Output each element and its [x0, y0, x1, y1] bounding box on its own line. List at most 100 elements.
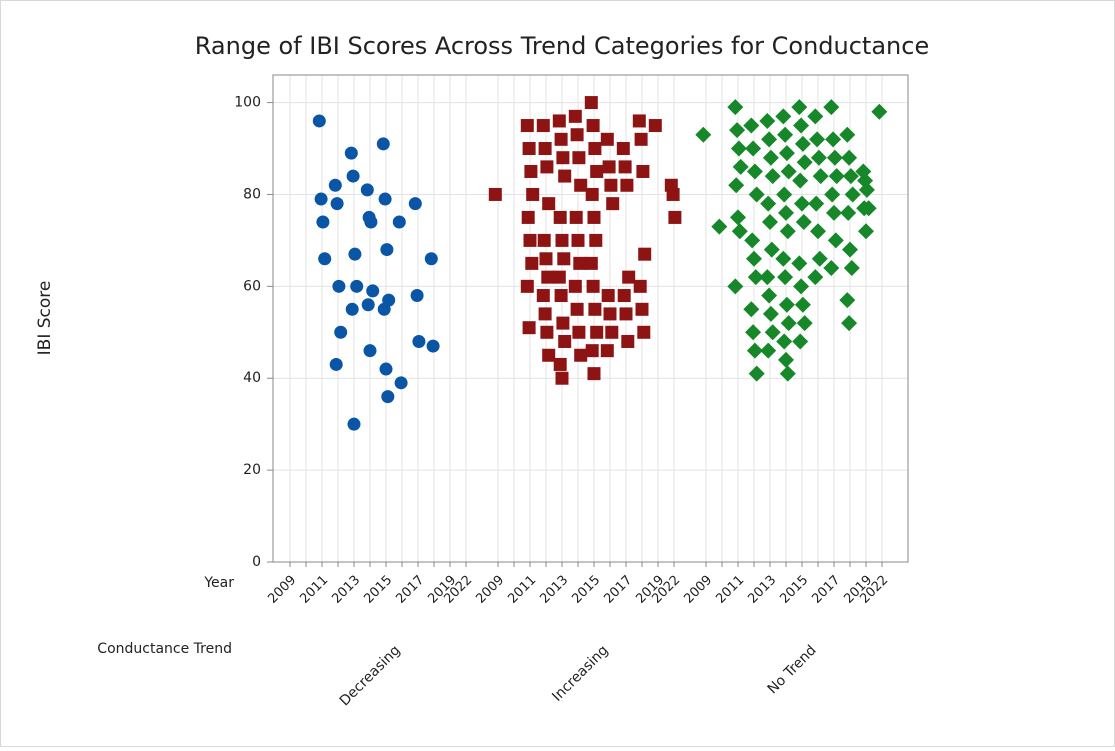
point — [792, 333, 809, 350]
point — [779, 223, 796, 240]
point — [538, 142, 552, 156]
point — [520, 279, 534, 293]
point — [616, 142, 630, 156]
point — [541, 270, 555, 284]
point — [572, 325, 586, 339]
point — [571, 233, 585, 247]
point — [585, 344, 599, 358]
point — [617, 289, 631, 303]
point — [762, 214, 778, 231]
point — [555, 371, 569, 385]
point — [761, 131, 778, 148]
x-row-label: Year — [203, 575, 234, 591]
point — [542, 197, 556, 211]
point — [795, 214, 812, 231]
point — [827, 232, 844, 249]
point — [746, 250, 762, 267]
point — [588, 142, 602, 156]
point — [839, 292, 856, 309]
point — [360, 183, 374, 197]
point — [810, 149, 827, 166]
point — [792, 172, 809, 189]
point — [573, 256, 587, 270]
point — [843, 259, 860, 276]
point — [728, 177, 745, 194]
point — [584, 256, 598, 270]
point — [858, 223, 874, 240]
group-row-label: Conductance Trend — [97, 641, 232, 657]
point — [569, 210, 583, 224]
point — [412, 334, 426, 348]
point — [828, 168, 845, 185]
point — [776, 186, 793, 203]
point — [635, 302, 649, 316]
point — [636, 164, 650, 178]
point — [775, 108, 792, 125]
point — [743, 301, 760, 318]
point — [394, 376, 408, 390]
point — [603, 307, 617, 321]
point — [778, 296, 795, 313]
point — [556, 316, 570, 330]
point — [776, 333, 793, 350]
point — [589, 233, 603, 247]
point — [363, 344, 377, 358]
point — [762, 305, 779, 322]
point — [811, 250, 828, 267]
point — [377, 302, 391, 316]
point — [858, 181, 875, 198]
point — [842, 168, 859, 185]
point — [536, 119, 550, 133]
point — [794, 296, 811, 313]
point — [587, 210, 601, 224]
point — [540, 325, 554, 339]
point — [574, 178, 588, 192]
point — [824, 186, 841, 203]
point — [588, 302, 602, 316]
point — [794, 195, 810, 212]
y-tick-label: 80 — [243, 186, 261, 202]
point — [600, 344, 614, 358]
point — [807, 269, 824, 286]
point — [584, 96, 598, 110]
point — [791, 99, 808, 116]
point — [408, 197, 422, 211]
point — [558, 169, 572, 183]
point — [666, 187, 680, 201]
point — [748, 365, 765, 382]
point — [807, 108, 824, 125]
point — [729, 122, 746, 139]
point — [380, 243, 394, 257]
point — [775, 250, 792, 267]
point — [730, 209, 746, 226]
point — [793, 278, 810, 295]
point — [318, 252, 332, 266]
point — [780, 315, 797, 332]
point — [844, 186, 861, 203]
point — [777, 269, 794, 286]
point — [796, 154, 813, 171]
point — [779, 365, 796, 382]
point — [558, 334, 572, 348]
point — [574, 348, 588, 362]
point — [330, 197, 344, 211]
point — [524, 164, 538, 178]
point — [780, 163, 797, 180]
point — [793, 117, 810, 134]
point — [604, 178, 618, 192]
point — [796, 315, 813, 332]
point — [316, 215, 330, 229]
point — [379, 362, 393, 376]
point — [410, 289, 424, 303]
point — [586, 119, 600, 133]
point — [525, 256, 539, 270]
point — [554, 289, 568, 303]
point — [605, 325, 619, 339]
y-tick-label: 100 — [234, 95, 261, 111]
point — [778, 204, 794, 221]
point — [745, 324, 762, 341]
point — [590, 325, 604, 339]
point — [314, 192, 328, 206]
point — [778, 145, 795, 162]
